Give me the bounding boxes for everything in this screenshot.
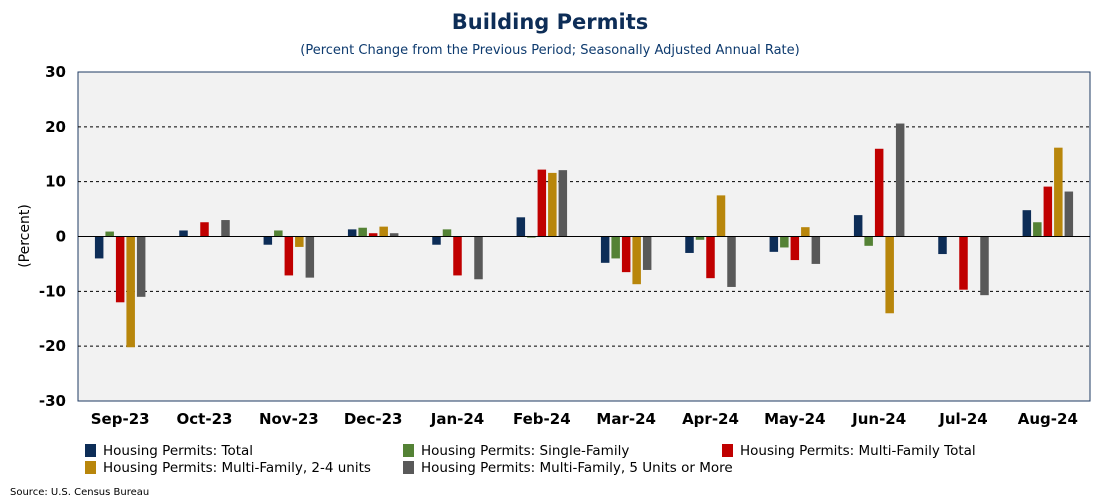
bar-may-24-series-2: [780, 236, 789, 248]
legend-label: Housing Permits: Multi-Family Total: [740, 443, 976, 459]
bar-may-24-series-1: [769, 236, 779, 252]
bar-jun-24-series-1: [853, 215, 863, 237]
x-tick-label: Oct-23: [177, 410, 233, 428]
bar-feb-24-series-4: [548, 172, 557, 237]
bar-sep-23-series-4: [126, 236, 135, 348]
bar-aug-24-series-4: [1054, 147, 1063, 237]
legend-swatch: [85, 461, 96, 474]
x-tick-label: Apr-24: [682, 410, 739, 428]
bar-sep-23-series-2: [105, 231, 114, 237]
legend-label: Housing Permits: Total: [103, 443, 253, 459]
y-tick-label: 30: [45, 63, 66, 81]
bar-may-24-series-4: [801, 227, 810, 237]
y-tick-label: -30: [39, 392, 66, 410]
legend-label: Housing Permits: Multi-Family, 2-4 units: [103, 460, 371, 476]
bar-jul-24-series-3: [959, 236, 968, 290]
y-tick-label: -20: [39, 337, 66, 355]
bar-sep-23-series-1: [94, 236, 104, 259]
bar-aug-24-series-1: [1022, 210, 1032, 237]
bar-sep-23-series-3: [115, 236, 125, 303]
bar-oct-23-series-3: [200, 222, 209, 237]
bar-mar-24-series-5: [642, 236, 652, 270]
bar-dec-23-series-3: [368, 233, 378, 237]
x-tick-label: Jul-24: [938, 410, 988, 428]
x-axis-ticks: Sep-23 Oct-23 Nov-23 Dec-23 Jan-24 Feb-24 Mar-…: [91, 410, 1078, 428]
bar-jun-24-series-2: [864, 236, 873, 246]
legend: Housing Permits: Total Housing Permits: S…: [85, 443, 976, 476]
bar-may-24-series-3: [790, 236, 800, 261]
bar-jul-24-series-5: [980, 236, 989, 296]
x-tick-label: Jun-24: [851, 410, 906, 428]
bar-aug-24-series-2: [1033, 222, 1042, 237]
bar-apr-24-series-1: [685, 236, 694, 253]
x-tick-label: Feb-24: [513, 410, 571, 428]
bar-dec-23-series-4: [379, 226, 388, 237]
chart-title: Building Permits: [452, 10, 649, 34]
x-tick-label: Nov-23: [259, 410, 319, 428]
legend-swatch: [403, 461, 414, 474]
bar-dec-23-series-2: [358, 227, 367, 237]
bar-jun-24-series-3: [874, 148, 884, 237]
bar-feb-24-series-2: [527, 236, 536, 238]
bars: [94, 123, 1074, 348]
x-tick-label: May-24: [764, 410, 825, 428]
y-axis-label: (Percent): [17, 204, 33, 268]
legend-swatch: [722, 444, 733, 457]
bar-feb-24-series-1: [516, 217, 526, 237]
legend-swatch: [403, 444, 414, 457]
bar-oct-23-series-5: [221, 220, 230, 237]
y-tick-label: 20: [45, 118, 66, 136]
bar-jul-24-series-1: [938, 236, 947, 255]
y-axis-ticks: 30 20 10 0 -10 -20 -30: [39, 63, 66, 410]
chart-subtitle: (Percent Change from the Previous Period…: [300, 43, 799, 58]
bar-apr-24-series-2: [695, 236, 705, 240]
bar-dec-23-series-1: [347, 229, 357, 237]
bar-jan-24-series-5: [474, 236, 483, 280]
bar-nov-23-series-2: [274, 230, 283, 237]
gridlines: [78, 126, 1090, 347]
bar-aug-24-series-5: [1064, 191, 1074, 237]
bar-mar-24-series-1: [600, 236, 610, 263]
y-tick-label: 0: [56, 228, 66, 246]
bar-feb-24-series-5: [558, 170, 568, 237]
bar-jan-24-series-2: [442, 229, 452, 237]
bar-jan-24-series-3: [453, 236, 462, 276]
bar-apr-24-series-5: [727, 236, 736, 287]
bar-jun-24-series-5: [895, 123, 905, 237]
bar-apr-24-series-4: [716, 195, 726, 237]
legend-label: Housing Permits: Multi-Family, 5 Units o…: [421, 460, 733, 476]
bar-aug-24-series-3: [1043, 186, 1053, 237]
bar-oct-23-series-1: [179, 230, 188, 237]
legend-swatch: [85, 444, 96, 457]
bar-nov-23-series-5: [305, 236, 315, 278]
bar-dec-23-series-5: [389, 233, 399, 237]
bar-sep-23-series-5: [136, 236, 146, 297]
y-tick-label: -10: [39, 282, 66, 300]
bar-mar-24-series-2: [611, 236, 620, 259]
bar-apr-24-series-3: [706, 236, 715, 279]
bar-nov-23-series-4: [295, 236, 304, 247]
bar-jan-24-series-1: [432, 236, 441, 245]
bar-jun-24-series-4: [885, 236, 894, 314]
bar-mar-24-series-3: [621, 236, 631, 273]
source-note: Source: U.S. Census Bureau: [10, 487, 149, 498]
x-tick-label: Jan-24: [430, 410, 484, 428]
bar-nov-23-series-1: [263, 236, 273, 245]
bar-may-24-series-5: [811, 236, 821, 264]
x-tick-label: Dec-23: [344, 410, 403, 428]
bar-mar-24-series-4: [632, 236, 641, 285]
legend-label: Housing Permits: Single-Family: [421, 443, 629, 459]
x-tick-label: Aug-24: [1018, 410, 1078, 428]
x-tick-label: Sep-23: [91, 410, 150, 428]
bar-nov-23-series-3: [284, 236, 294, 276]
y-tick-label: 10: [45, 173, 66, 191]
x-tick-label: Mar-24: [596, 410, 656, 428]
bar-feb-24-series-3: [537, 169, 547, 237]
